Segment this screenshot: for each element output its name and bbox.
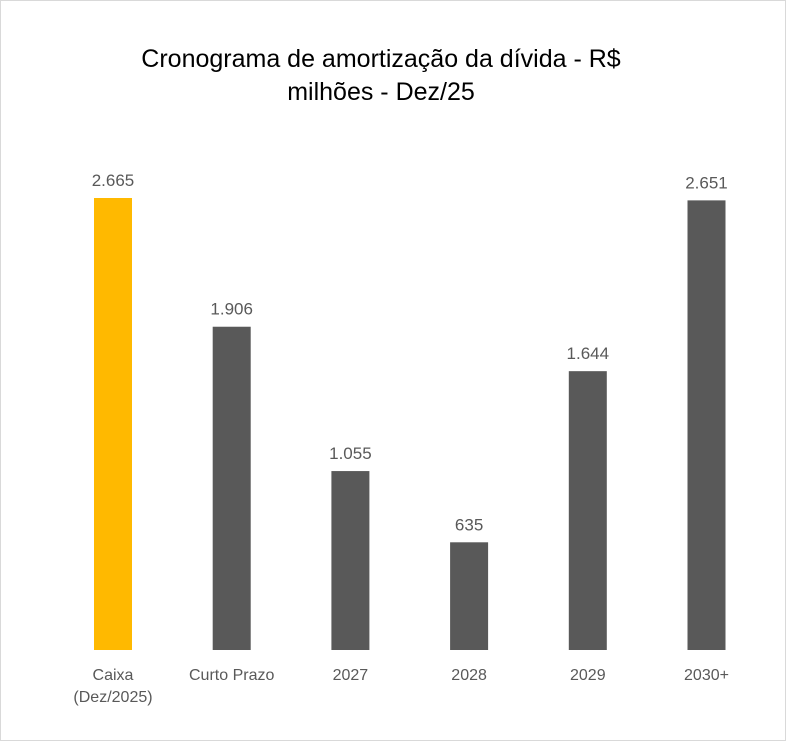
data-label: 1.906 [210, 300, 253, 319]
category-label: 2028 [451, 667, 487, 684]
bar [450, 542, 489, 650]
bar [94, 198, 132, 650]
category-label: 2027 [333, 667, 369, 684]
chart-title: Cronograma de amortização da dívida - R$… [1, 43, 761, 109]
data-label: 1.644 [567, 344, 610, 363]
bar [568, 371, 607, 650]
data-label: 635 [455, 515, 483, 534]
category-label: Curto Prazo [189, 667, 274, 684]
data-label: 2.665 [92, 171, 135, 190]
category-label: 2030+ [684, 667, 729, 684]
bar [687, 200, 726, 650]
bar [331, 471, 370, 650]
category-label: Caixa [93, 667, 134, 684]
bar [212, 326, 251, 650]
data-label: 1.055 [329, 444, 372, 463]
chart-title-line2: milhões - Dez/25 [287, 78, 475, 106]
category-label: (Dez/2025) [73, 689, 152, 706]
chart-title-line1: Cronograma de amortização da dívida - R$ [141, 45, 621, 73]
data-label: 2.651 [685, 173, 728, 192]
category-label: 2029 [570, 667, 606, 684]
